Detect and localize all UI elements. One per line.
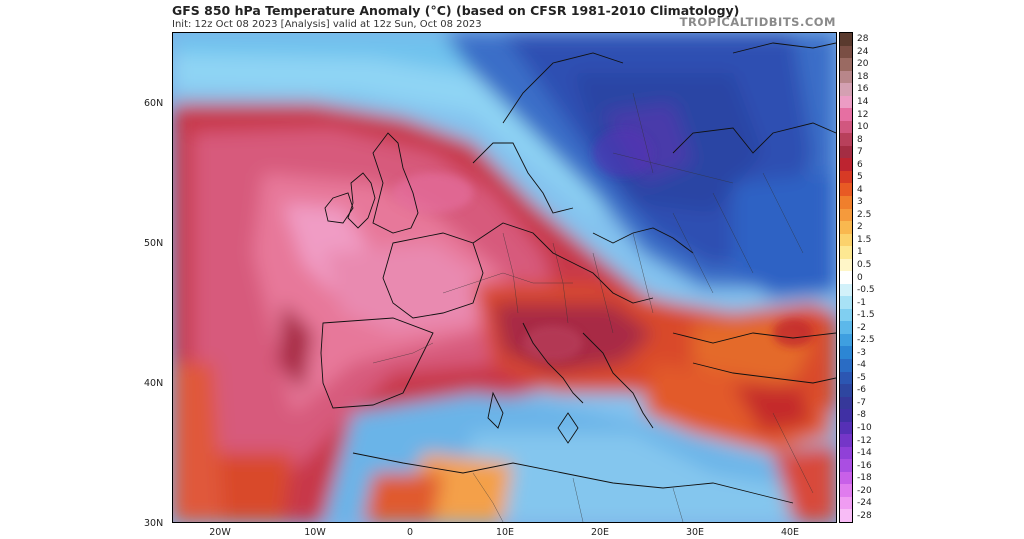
colorbar-label: 18 [857,71,869,82]
lat-label-30n: 30N [144,518,164,529]
colorbar-label: -10 [857,422,872,433]
colorbar-segment [840,371,852,385]
colorbar-segment [840,145,852,159]
map-canvas [173,33,836,522]
colorbar-segment [840,158,852,172]
colorbar-label: -20 [857,485,872,496]
colorbar-label: -2.5 [857,335,875,346]
colorbar-segment [840,221,852,235]
lon-label-0: 0 [406,527,414,538]
colorbar-segment [840,70,852,84]
colorbar-label: -24 [857,498,872,509]
colorbar-segment [840,446,852,460]
colorbar-label: 8 [857,134,863,145]
colorbar-label: -4 [857,360,866,371]
colorbar-segment [840,120,852,134]
lon-label-10w: 10W [304,527,326,538]
lon-label-30e: 30E [685,527,705,538]
colorbar-label: 20 [857,59,869,70]
colorbar-segment [840,271,852,285]
colorbar-segment [840,33,852,47]
colorbar-label: -1.5 [857,310,875,321]
colorbar-label: 2.5 [857,209,872,220]
colorbar-segment [840,396,852,410]
colorbar-segment [840,509,852,523]
lon-label-10e: 10E [495,527,515,538]
colorbar-segment [840,359,852,373]
colorbar-label: 7 [857,147,863,158]
borders [372,92,814,522]
colorbar-label: -28 [857,510,872,521]
colorbar-label: 0.5 [857,259,872,270]
colorbar-segment [840,58,852,72]
colorbar-segment [840,95,852,109]
coastlines [320,42,836,504]
colorbar-segment [840,108,852,122]
colorbar-label: 3 [857,197,863,208]
anomaly-detail [393,129,813,361]
colorbar-segment [840,384,852,398]
colorbar-label: 16 [857,84,869,95]
colorbar-label: -6 [857,385,866,396]
colorbar-segment [840,421,852,435]
colorbar-segment [840,409,852,423]
colorbar-segment [840,183,852,197]
colorbar-segment [840,208,852,222]
anomaly-field [173,33,836,522]
colorbar-label: -18 [857,473,872,484]
colorbar-label: -7 [857,397,866,408]
colorbar-segment [840,170,852,184]
lat-label-50n: 50N [144,238,164,249]
colorbar-label: -5 [857,372,866,383]
colorbar-segment [840,45,852,59]
lon-label-20w: 20W [209,527,231,538]
colorbar-segment [840,296,852,310]
colorbar-segment [840,308,852,322]
colorbar-label: -2 [857,322,866,333]
colorbar-label: 4 [857,184,863,195]
colorbar-label: 0 [857,272,863,283]
lon-label-40e: 40E [780,527,800,538]
anomaly-map[interactable] [172,32,837,523]
colorbar-label: 10 [857,122,869,133]
colorbar-segment [840,496,852,510]
colorbar-segment [840,434,852,448]
colorbar-label: -1 [857,297,866,308]
colorbar-segment [840,133,852,147]
lon-label-20e: 20E [590,527,610,538]
colorbar-label: -8 [857,410,866,421]
colorbar-segment [840,333,852,347]
colorbar-segment [840,196,852,210]
colorbar-segment [840,321,852,335]
colorbar-segment [840,346,852,360]
map-title: GFS 850 hPa Temperature Anomaly (°C) (ba… [172,3,740,18]
brand-watermark[interactable]: TROPICALTIDBITS.COM [679,15,836,29]
colorbar-segment [840,283,852,297]
colorbar-label: -12 [857,435,872,446]
colorbar-label: 12 [857,109,869,120]
colorbar-label: -16 [857,460,872,471]
colorbar-segment [840,83,852,97]
colorbar-label: 2 [857,222,863,233]
colorbar-segment [840,233,852,247]
colorbar-segment [840,258,852,272]
lat-label-60n: 60N [144,98,164,109]
colorbar-label: 1 [857,247,863,258]
colorbar-label: 24 [857,46,869,57]
colorbar-label: 1.5 [857,234,872,245]
colorbar-label: 14 [857,96,869,107]
colorbar [839,32,853,523]
colorbar-segment [840,471,852,485]
lat-label-40n: 40N [144,378,164,389]
colorbar-label: 5 [857,172,863,183]
colorbar-label: -3 [857,347,866,358]
colorbar-segment [840,246,852,260]
colorbar-label: 6 [857,159,863,170]
colorbar-segment [840,484,852,498]
colorbar-label: -0.5 [857,285,875,296]
map-subtitle: Init: 12z Oct 08 2023 [Analysis] valid a… [172,19,482,30]
colorbar-label: -14 [857,448,872,459]
colorbar-label: 28 [857,34,869,45]
colorbar-segment [840,459,852,473]
